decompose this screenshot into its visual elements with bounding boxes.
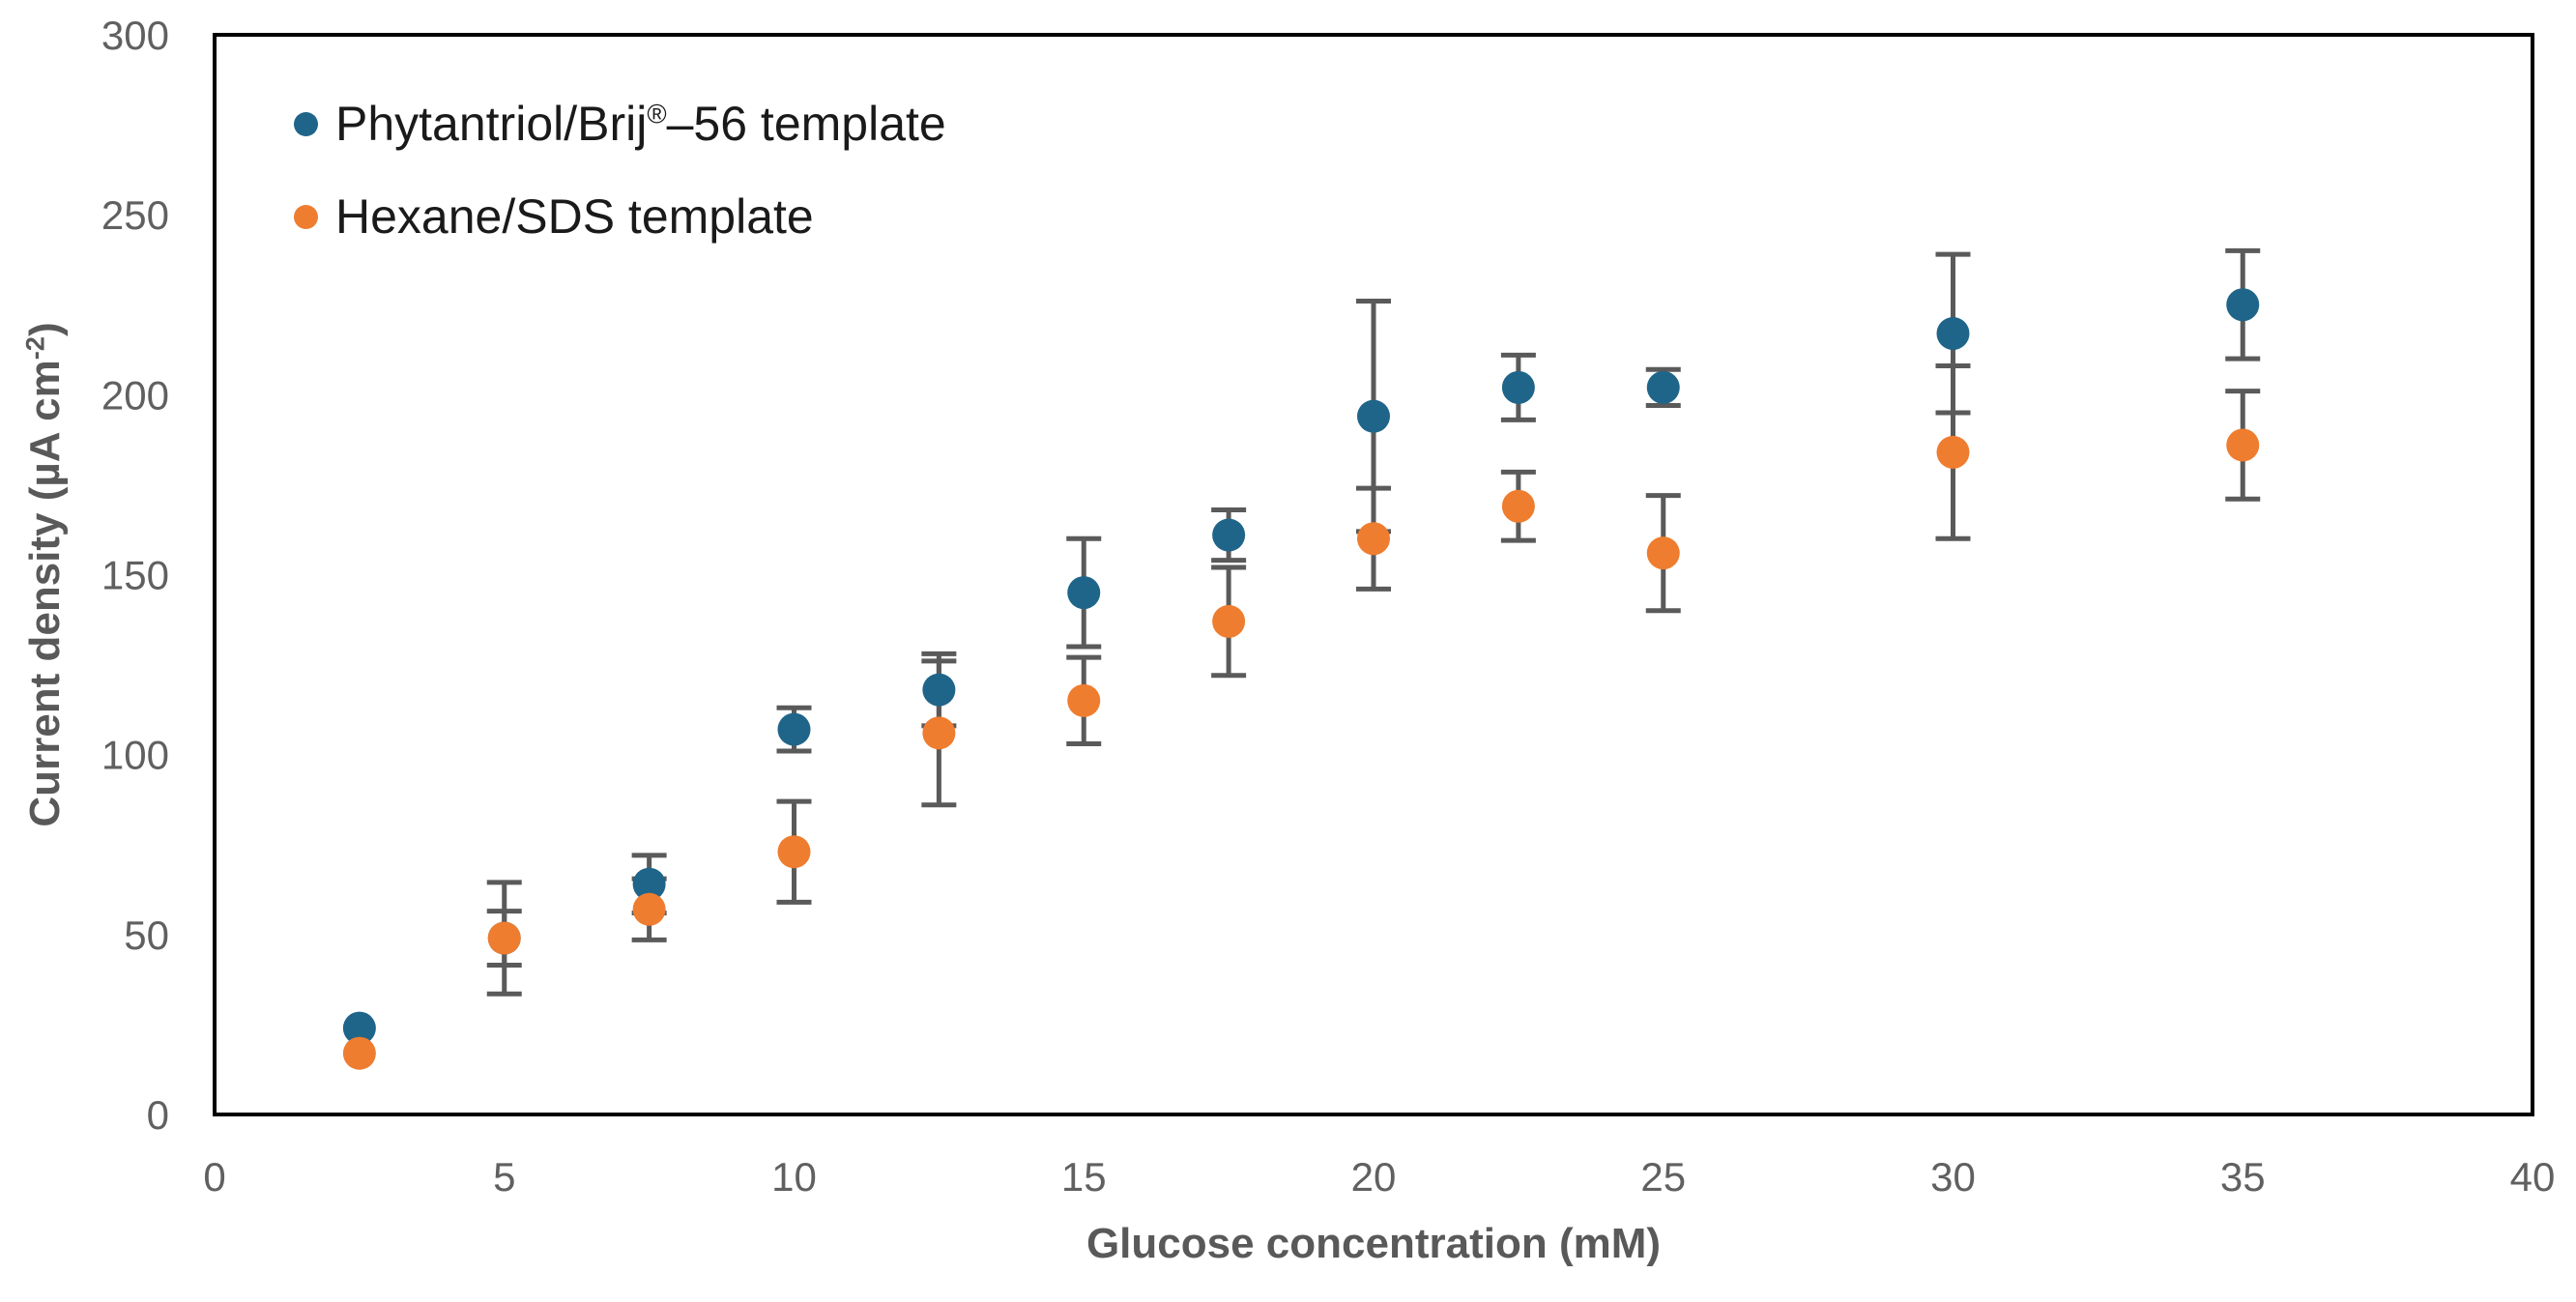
x-axis-title: Glucose concentration (mM) bbox=[1085, 1220, 1662, 1267]
legend-marker-hexane-icon bbox=[294, 204, 318, 229]
data-point-phytantriol bbox=[1357, 399, 1390, 433]
data-point-hexane bbox=[1501, 489, 1535, 523]
data-point-phytantriol bbox=[1936, 317, 1970, 351]
data-point-hexane bbox=[2226, 428, 2260, 462]
legend-label-hexane: Hexane/SDS template bbox=[335, 188, 814, 245]
plot-border bbox=[213, 33, 2534, 1116]
x-tick-label: 30 bbox=[1930, 1154, 1976, 1200]
legend: Phytantriol/Brij®–56 template Hexane/SDS… bbox=[294, 96, 946, 284]
data-point-phytantriol bbox=[1646, 370, 1680, 404]
y-tick-label: 300 bbox=[101, 13, 169, 58]
data-point-phytantriol bbox=[632, 867, 666, 901]
data-point-phytantriol bbox=[1067, 576, 1101, 610]
data-point-hexane bbox=[1212, 604, 1246, 638]
data-point-hexane bbox=[777, 835, 811, 869]
y-axis-title-exponent: -2 bbox=[19, 336, 50, 361]
y-tick-label: 0 bbox=[147, 1092, 169, 1138]
legend-item-phytantriol: Phytantriol/Brij®–56 template bbox=[294, 96, 946, 152]
x-tick-label: 25 bbox=[1640, 1154, 1686, 1200]
data-point-hexane bbox=[922, 716, 956, 750]
legend-item-hexane: Hexane/SDS template bbox=[294, 188, 946, 245]
x-tick-label: 10 bbox=[771, 1154, 817, 1200]
data-point-phytantriol bbox=[777, 712, 811, 746]
data-point-phytantriol bbox=[2226, 288, 2260, 322]
x-tick-label: 35 bbox=[2220, 1154, 2266, 1200]
legend-label-text: –56 template bbox=[666, 97, 946, 151]
y-tick-label: 250 bbox=[101, 192, 169, 238]
data-point-phytantriol bbox=[1212, 518, 1246, 552]
y-axis-title: Current density (µA cm-2) bbox=[15, 35, 75, 1114]
x-tick-label: 15 bbox=[1061, 1154, 1107, 1200]
x-tick-label: 20 bbox=[1351, 1154, 1397, 1200]
data-point-hexane bbox=[1067, 683, 1101, 717]
data-point-hexane bbox=[487, 921, 521, 955]
data-point-hexane bbox=[1936, 435, 1970, 469]
y-tick-label: 100 bbox=[101, 733, 169, 778]
data-point-phytantriol bbox=[922, 673, 956, 707]
legend-label-text: Hexane/SDS template bbox=[335, 189, 814, 244]
data-point-hexane bbox=[342, 1036, 376, 1070]
registered-trademark-symbol: ® bbox=[647, 99, 667, 130]
x-tick-label: 40 bbox=[2510, 1154, 2556, 1200]
legend-label-phytantriol: Phytantriol/Brij®–56 template bbox=[335, 96, 946, 152]
x-tick-label: 5 bbox=[493, 1154, 515, 1200]
legend-label-text: Phytantriol/Brij bbox=[335, 97, 648, 151]
data-point-hexane bbox=[1646, 536, 1680, 570]
data-point-phytantriol bbox=[1501, 370, 1535, 404]
y-tick-label: 150 bbox=[101, 553, 169, 598]
x-tick-label: 0 bbox=[203, 1154, 225, 1200]
y-axis-title-text: Current density (µA cm bbox=[21, 360, 69, 827]
y-tick-label: 200 bbox=[101, 372, 169, 418]
data-point-hexane bbox=[632, 892, 666, 926]
y-tick-label: 50 bbox=[124, 912, 169, 958]
data-point-phytantriol bbox=[342, 1011, 376, 1045]
y-axis-title-text: ) bbox=[21, 322, 69, 337]
data-point-hexane bbox=[1357, 522, 1390, 556]
legend-marker-phytantriol-icon bbox=[294, 111, 318, 136]
